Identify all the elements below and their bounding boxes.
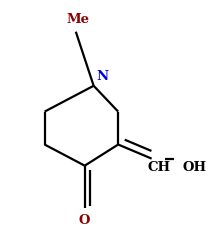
Text: CH: CH (147, 161, 170, 174)
Text: N: N (96, 70, 108, 83)
Text: O: O (79, 214, 91, 227)
Text: Me: Me (67, 13, 90, 26)
Text: OH: OH (183, 161, 207, 174)
